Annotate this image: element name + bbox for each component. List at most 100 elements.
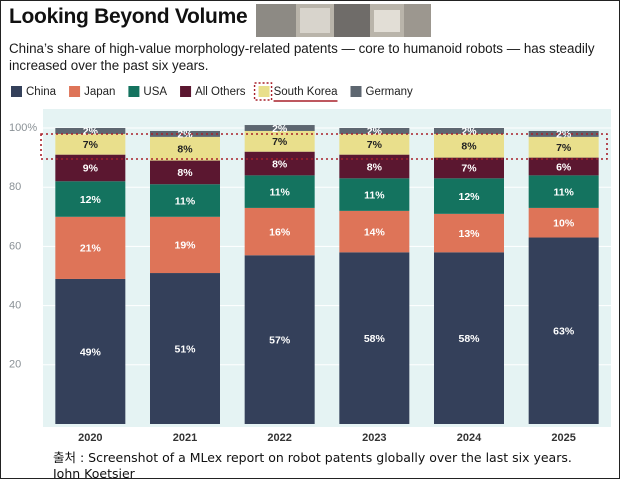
data-label: 8% xyxy=(272,158,288,170)
bar-segment xyxy=(244,130,315,152)
data-label: 8% xyxy=(177,144,193,156)
x-tick-label: 2022 xyxy=(267,432,291,444)
bar-segment xyxy=(339,178,410,211)
bar-segment xyxy=(528,130,599,137)
data-label: 11% xyxy=(364,189,385,201)
bar-segment xyxy=(150,130,220,137)
bar-segment xyxy=(528,237,599,424)
data-label: 2% xyxy=(556,129,572,141)
data-label: 19% xyxy=(174,240,196,252)
bar-segment xyxy=(339,133,410,155)
data-label: 7% xyxy=(461,163,477,175)
legend-swatch xyxy=(258,86,270,97)
data-label: 2% xyxy=(177,129,193,141)
data-label: 8% xyxy=(367,161,383,173)
legend-swatch xyxy=(350,86,362,97)
legend-label: USA xyxy=(143,86,167,98)
legend-label: South Korea xyxy=(274,86,339,98)
legend-label: All Others xyxy=(195,86,246,98)
y-tick-label: 20 xyxy=(9,359,21,371)
legend: China Japan USA All Others South Korea German… xyxy=(11,82,414,102)
bar-segment xyxy=(55,133,126,155)
bar-segment xyxy=(434,157,504,179)
bar-segment xyxy=(150,216,220,274)
data-label: 63% xyxy=(553,326,575,338)
bar-segment xyxy=(55,128,126,134)
y-tick-label: 80 xyxy=(9,181,21,193)
legend-label: Germany xyxy=(366,86,414,98)
chart: China Japan USA All Others South Korea German… xyxy=(9,82,611,444)
data-label: 16% xyxy=(269,226,291,238)
bar-segment xyxy=(434,133,504,158)
bar-segment xyxy=(434,213,504,253)
bar-segment xyxy=(528,207,599,238)
data-label: 7% xyxy=(272,136,288,148)
y-tick-label: 40 xyxy=(9,300,21,312)
data-label: 2% xyxy=(83,126,99,138)
bar-segment xyxy=(434,252,504,424)
data-label: 2% xyxy=(272,123,288,135)
legend-swatch xyxy=(180,86,192,97)
data-label: 49% xyxy=(80,346,102,358)
y-tick-label: 60 xyxy=(9,240,21,252)
bar-segment xyxy=(244,175,315,208)
data-label: 11% xyxy=(269,186,290,198)
legend-swatch xyxy=(69,86,81,97)
data-label: 2% xyxy=(367,126,383,138)
bar-segment xyxy=(528,157,599,176)
legend-highlight xyxy=(253,82,273,101)
bar-segment xyxy=(150,136,220,161)
x-tick-label: 2020 xyxy=(78,432,102,444)
data-label: 51% xyxy=(174,343,196,355)
source-note: 출처 : Screenshot of a MLex report on robo… xyxy=(53,450,572,479)
bar-segment xyxy=(339,252,410,424)
x-tick-label: 2025 xyxy=(551,432,575,444)
bar-segment xyxy=(244,125,315,131)
data-label: 6% xyxy=(556,161,572,173)
bar-segment xyxy=(339,210,410,253)
x-tick-label: 2024 xyxy=(457,432,482,444)
plot-area: 20406080100%49%21%12%9%7%2%202051%19%11%… xyxy=(9,122,611,444)
plot-background xyxy=(43,109,611,427)
data-label: 7% xyxy=(83,139,99,151)
legend-label: China xyxy=(26,86,57,98)
data-label: 11% xyxy=(175,195,196,207)
bar-segment xyxy=(244,151,315,176)
data-label: 12% xyxy=(458,191,480,203)
bar-segment xyxy=(434,178,504,214)
bar-segment xyxy=(339,154,410,179)
data-label: 7% xyxy=(556,142,572,154)
y-tick-label: 100% xyxy=(9,122,37,134)
x-tick-label: 2021 xyxy=(173,432,197,444)
bar-segment xyxy=(55,181,126,217)
bar-segment xyxy=(150,160,220,185)
data-label: 14% xyxy=(364,226,386,238)
legend-swatch xyxy=(128,86,140,97)
data-label: 57% xyxy=(269,334,291,346)
bar-segment xyxy=(434,128,504,134)
bar-segment xyxy=(150,184,220,217)
bar-segment xyxy=(244,207,315,256)
data-label: 8% xyxy=(177,167,193,179)
data-label: 58% xyxy=(458,333,480,345)
bar-segment xyxy=(339,128,410,134)
bar-segment xyxy=(244,255,315,424)
bar-segment xyxy=(528,136,599,158)
bar-segment xyxy=(55,278,126,424)
source-author: John Koetsier xyxy=(53,466,135,479)
legend-swatch xyxy=(11,86,22,97)
data-label: 11% xyxy=(553,186,574,198)
data-label: 8% xyxy=(461,141,477,153)
legend-label: Japan xyxy=(84,86,115,98)
data-label: 9% xyxy=(83,163,99,175)
x-tick-label: 2023 xyxy=(362,432,386,444)
chart-title: Looking Beyond Volume xyxy=(9,5,248,28)
data-label: 7% xyxy=(367,139,383,151)
bar-segment xyxy=(150,273,220,424)
data-label: 21% xyxy=(80,243,102,255)
bar-segment xyxy=(528,175,599,208)
data-label: 12% xyxy=(80,194,102,206)
data-label: 13% xyxy=(458,228,480,240)
chart-subtitle: China’s share of high-value morphology-r… xyxy=(9,41,595,73)
